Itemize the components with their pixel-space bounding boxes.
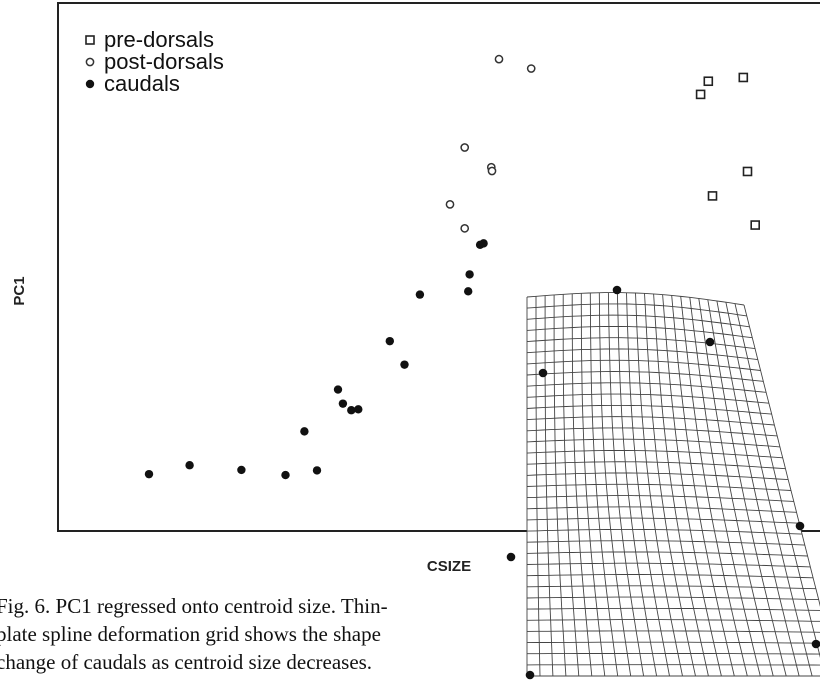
grid-line-horizontal-30	[526, 630, 820, 633]
grid-line-horizontal-11	[526, 416, 775, 426]
grid-line-horizontal-25	[526, 574, 814, 579]
landmark-2	[538, 368, 548, 378]
grid-line-horizontal-0	[526, 292, 745, 306]
landmark-1	[705, 337, 715, 347]
grid-line-horizontal-22	[526, 540, 805, 546]
legend-marker-post-dorsals	[85, 57, 95, 67]
caption-line-1: Fig. 6. PC1 regressed onto centroid size…	[0, 594, 388, 618]
point-post-dorsals-2	[460, 143, 470, 152]
legend-marker-pre-dorsals	[85, 35, 95, 45]
x-axis-label: CSIZE	[427, 558, 471, 575]
grid-line-horizontal-27	[526, 596, 819, 601]
grid-line-horizontal-32	[527, 652, 820, 655]
grid-line-horizontal-19	[526, 506, 797, 513]
landmark-0	[612, 285, 622, 295]
grid-line-horizontal-16	[526, 472, 789, 481]
grid-line-horizontal-29	[526, 619, 820, 622]
plot-frame	[57, 2, 820, 532]
landmark-5	[811, 639, 820, 649]
grid-line-horizontal-8	[526, 382, 767, 393]
point-pre-dorsals-3	[742, 166, 753, 177]
point-caudals-13	[312, 466, 322, 475]
grid-line-horizontal-9	[526, 393, 769, 404]
point-post-dorsals-4	[487, 166, 497, 176]
legend-marker-caudals	[85, 79, 95, 89]
grid-line-horizontal-14	[526, 450, 783, 459]
point-pre-dorsals-0	[695, 89, 706, 100]
legend-label-post-dorsals: post-dorsals	[104, 49, 224, 74]
legend-label-pre-dorsals: pre-dorsals	[104, 27, 214, 52]
grid-line-horizontal-26	[526, 585, 816, 590]
grid-line-horizontal-24	[526, 562, 811, 568]
point-caudals-15	[281, 470, 290, 480]
point-caudals-2	[465, 270, 474, 279]
point-caudals-6	[400, 360, 409, 369]
grid-line-horizontal-3	[526, 325, 753, 339]
grid-line-horizontal-21	[526, 528, 803, 535]
deformation-grid	[526, 292, 820, 677]
point-caudals-5	[385, 336, 394, 346]
grid-line-horizontal-31	[526, 641, 820, 644]
caption-line-2: plate spline deformation grid shows the …	[0, 622, 381, 646]
grid-line-horizontal-20	[526, 517, 800, 524]
point-caudals-8	[338, 399, 348, 408]
grid-line-horizontal-5	[526, 348, 758, 361]
landmark-4	[506, 552, 516, 562]
grid-line-horizontal-15	[526, 461, 786, 470]
point-pre-dorsals-5	[750, 220, 761, 230]
grid-line-horizontal-18	[526, 495, 794, 502]
point-post-dorsals-0	[494, 54, 504, 64]
point-post-dorsals-1	[526, 64, 536, 73]
grid-landmarks	[506, 285, 820, 680]
point-caudals-3	[464, 287, 473, 296]
grid-line-horizontal-23	[526, 551, 808, 557]
grid-line-horizontal-2	[526, 314, 750, 328]
point-caudals-12	[237, 465, 246, 475]
grid-line-horizontal-10	[526, 404, 772, 415]
point-caudals-7	[333, 385, 343, 394]
point-post-dorsals-6	[460, 223, 470, 233]
landmark-6	[525, 670, 535, 680]
point-caudals-4	[415, 290, 425, 299]
landmark-3	[795, 521, 805, 531]
grid-line-horizontal-1	[526, 303, 747, 317]
figure-caption: Fig. 6. PC1 regressed onto centroid size…	[0, 592, 496, 676]
point-pre-dorsals-4	[707, 191, 718, 201]
grid-line-horizontal-28	[526, 607, 820, 611]
caption-line-3: change of caudals as centroid size decre…	[0, 650, 373, 674]
grid-line-horizontal-4	[526, 337, 756, 350]
y-axis-label: PC1	[11, 276, 28, 305]
point-post-dorsals-5	[445, 200, 455, 209]
legend-label-caudals: caudals	[104, 71, 180, 96]
scatter-points	[144, 54, 761, 480]
grid-line-horizontal-17	[526, 483, 792, 491]
point-pre-dorsals-2	[738, 72, 749, 83]
point-caudals-14	[185, 461, 194, 470]
point-caudals-11	[300, 427, 309, 436]
point-caudals-9	[347, 406, 356, 415]
point-caudals-10	[354, 405, 363, 414]
point-caudals-1	[479, 239, 488, 248]
grid-line-horizontal-6	[526, 359, 761, 371]
point-pre-dorsals-1	[703, 76, 714, 87]
grid-line-horizontal-12	[526, 427, 778, 437]
grid-line-horizontal-7	[526, 371, 764, 382]
grid-line-horizontal-13	[526, 438, 780, 448]
point-caudals-16	[144, 469, 154, 479]
